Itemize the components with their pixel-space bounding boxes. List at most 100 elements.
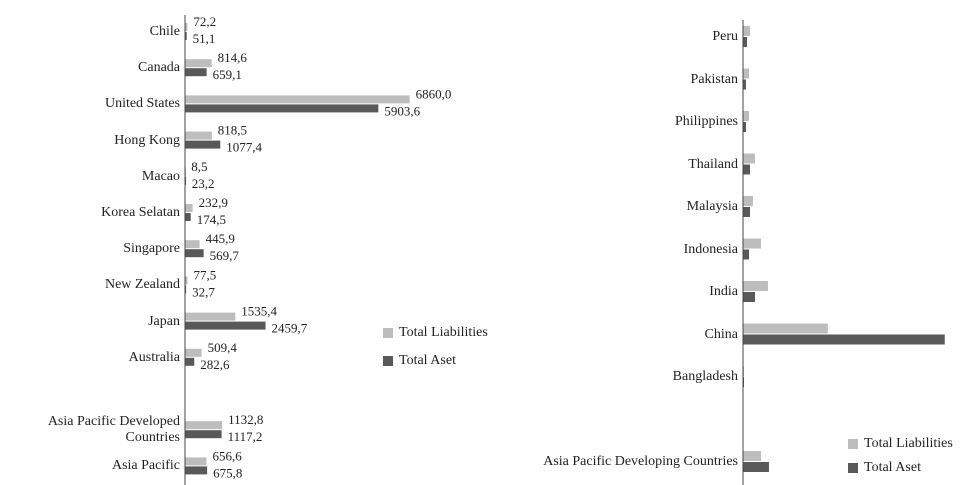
category-label: Canada — [138, 60, 180, 76]
category-label-box: Canada — [138, 60, 180, 76]
value-label: 659,1 — [213, 67, 242, 82]
bar — [743, 334, 945, 345]
bar — [185, 312, 236, 321]
bar — [743, 451, 761, 461]
bar — [185, 131, 212, 140]
value-label: 1132,8 — [228, 412, 263, 427]
category-label-box: Chile — [149, 24, 180, 39]
value-label: 1077,4 — [226, 140, 262, 155]
value-label: 675,8 — [213, 465, 242, 480]
category-label-box: Philippines — [674, 114, 738, 129]
bar — [185, 140, 221, 149]
category-label-box: Thailand — [688, 156, 738, 172]
value-label: 656,6 — [213, 448, 243, 463]
category-label-box: Australia — [128, 349, 180, 365]
legend-swatch — [383, 356, 393, 366]
value-label: 1535,4 — [241, 304, 277, 319]
value-label: 818,5 — [218, 123, 247, 138]
category-label-box: Singapore — [123, 241, 180, 257]
category-label: United States — [104, 96, 180, 112]
bar — [743, 68, 749, 79]
bar — [185, 276, 188, 285]
bar — [743, 323, 828, 334]
category-label-box: Asia Pacific Developing Countries — [543, 454, 738, 469]
category-label-box: Malaysia — [686, 199, 738, 214]
value-label: 51,1 — [193, 31, 216, 46]
category-label: Peru — [712, 29, 738, 44]
value-label: 445,9 — [206, 231, 235, 246]
bar — [743, 196, 753, 206]
category-label: Thailand — [688, 156, 738, 172]
value-label: 2459,7 — [272, 321, 308, 336]
bar — [743, 238, 761, 249]
value-label: 72,2 — [193, 14, 216, 29]
bar — [743, 153, 755, 164]
category-label-box: Korea Selatan — [101, 205, 180, 220]
category-label-box: Japan — [148, 313, 180, 329]
bar — [185, 59, 212, 68]
legend-swatch — [383, 328, 393, 338]
bar — [185, 95, 410, 104]
bar — [185, 421, 223, 430]
category-label-box: Peru — [712, 29, 738, 44]
bar — [185, 23, 188, 31]
category-label: Bangladesh — [672, 369, 738, 384]
category-label: Korea Selatan — [101, 205, 180, 220]
bar — [743, 111, 749, 121]
bar — [185, 104, 379, 113]
category-label-box: Hong Kong — [114, 133, 180, 148]
category-label-box: Asia Pacific Developed Countries — [47, 414, 180, 446]
bar — [185, 457, 207, 466]
category-label: India — [709, 284, 738, 299]
value-label: 232,9 — [199, 195, 228, 210]
bar — [743, 79, 746, 90]
value-label: 174,5 — [197, 212, 226, 227]
legend-label: Total Liabilities — [399, 325, 488, 340]
bar — [185, 466, 208, 475]
legend-label: Total Aset — [399, 353, 456, 368]
category-label-box: Asia Pacific — [111, 458, 180, 474]
category-label-box: Bangladesh — [672, 369, 738, 384]
bar — [185, 249, 204, 258]
bar — [743, 462, 769, 472]
category-label-box: New Zealand — [104, 277, 180, 293]
category-label: Japan — [148, 313, 180, 329]
category-label-box: Macao — [142, 169, 180, 184]
category-label: Asia Pacific Developing Countries — [543, 454, 738, 469]
legend-swatch — [848, 439, 858, 449]
bar — [185, 357, 195, 366]
legend-label: Total Aset — [864, 460, 921, 475]
value-label: 509,4 — [208, 340, 238, 355]
value-label: 282,6 — [200, 357, 230, 372]
value-label: 23,2 — [192, 176, 215, 191]
bar — [743, 292, 755, 302]
category-label: Philippines — [674, 114, 738, 129]
bar — [185, 285, 187, 294]
bar — [743, 281, 768, 291]
legend-label: Total Liabilities — [864, 436, 953, 451]
category-label: Asia Pacific — [111, 458, 180, 474]
bar — [743, 249, 749, 260]
bar — [185, 32, 187, 40]
category-label: Malaysia — [686, 199, 738, 214]
category-label: Australia — [128, 349, 180, 365]
category-label: New Zealand — [104, 277, 180, 293]
category-label: Chile — [149, 24, 180, 39]
category-label-box: Indonesia — [684, 242, 738, 257]
bar — [743, 164, 750, 175]
category-label-box: China — [705, 327, 738, 342]
value-label: 569,7 — [210, 248, 240, 263]
value-label: 32,7 — [192, 284, 215, 299]
category-label: Asia Pacific Developed Countries — [47, 414, 180, 446]
category-label-box: India — [709, 284, 738, 299]
bar — [185, 68, 207, 77]
category-label: Singapore — [123, 241, 180, 257]
category-label-box: United States — [104, 96, 180, 112]
value-label: 6860,0 — [416, 86, 452, 101]
bar — [185, 204, 193, 212]
bar — [185, 321, 266, 330]
legend-swatch — [848, 463, 858, 473]
bar — [185, 348, 202, 357]
bar — [185, 240, 200, 249]
